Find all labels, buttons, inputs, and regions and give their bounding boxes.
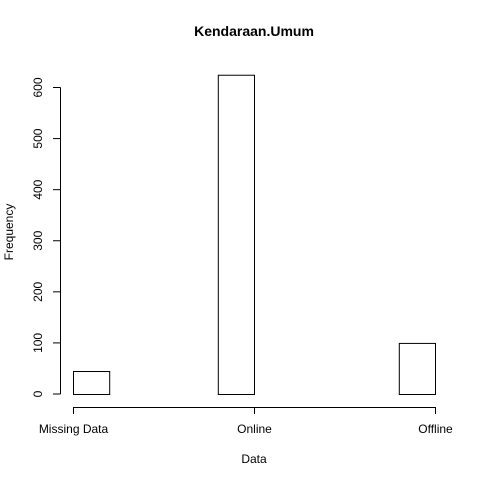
y-tick-label: 600 [31, 77, 45, 97]
x-axis: Missing Data Online Offline [39, 407, 453, 436]
histogram-bar [73, 371, 111, 396]
x-tick-label: Online [237, 422, 272, 436]
histogram-bar [398, 342, 436, 395]
y-tick-label: 500 [31, 128, 45, 148]
bars-group [73, 74, 436, 396]
histogram-bar [217, 74, 256, 396]
y-axis: 0 100 200 300 400 500 600 [31, 77, 61, 397]
x-tick-label: Missing Data [39, 422, 109, 436]
y-tick-label: 100 [31, 333, 45, 353]
y-tick-label: 400 [31, 179, 45, 199]
x-axis-label: Data [241, 452, 267, 466]
chart-title: Kendaraan.Umum [194, 23, 314, 39]
y-tick-label: 0 [31, 390, 45, 397]
y-axis-label: Frequency [2, 204, 16, 261]
y-tick-label: 300 [31, 230, 45, 250]
x-tick-label: Offline [418, 422, 453, 436]
y-tick-label: 200 [31, 282, 45, 302]
